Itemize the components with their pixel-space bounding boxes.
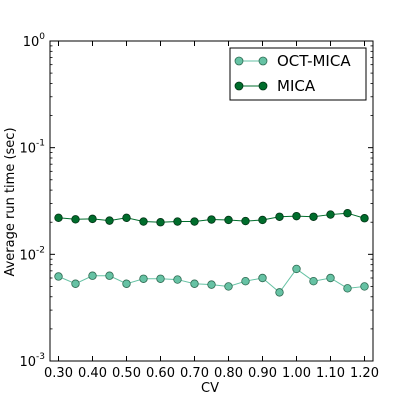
legend-marker-oct-mica — [258, 56, 268, 66]
data-point-oct-mica — [292, 264, 301, 274]
data-point-mica — [207, 215, 216, 224]
y-axis-title: Average run time (sec) — [3, 127, 18, 276]
data-point-mica — [360, 214, 369, 223]
data-point-oct-mica — [275, 288, 284, 297]
data-point-oct-mica — [241, 276, 250, 286]
x-tick-label: 0.50 — [112, 366, 141, 381]
y-tick-label: 10-2 — [19, 245, 45, 263]
data-point-oct-mica — [309, 276, 318, 286]
data-point-mica — [224, 215, 233, 225]
x-tick-label: 1.20 — [350, 366, 379, 381]
data-point-oct-mica — [122, 279, 131, 288]
data-point-mica — [292, 211, 301, 221]
data-point-oct-mica — [156, 274, 165, 283]
data-point-mica — [343, 209, 352, 218]
data-point-oct-mica — [71, 279, 80, 288]
data-point-oct-mica — [326, 273, 335, 283]
data-point-mica — [54, 213, 63, 223]
x-tick-label: 0.70 — [180, 366, 209, 381]
legend-marker-oct-mica — [234, 56, 244, 66]
data-point-oct-mica — [224, 282, 233, 291]
legend-label-mica: MICA — [277, 77, 316, 95]
plot-area: 10-3 10-2 10-1 100 0.30 0.40 0.50 0.60 0.70 0.80 0… — [19, 32, 379, 381]
data-point-mica — [258, 215, 267, 225]
x-tick-label: 1.10 — [316, 366, 345, 381]
y-tick-label: 10-1 — [19, 139, 45, 157]
data-point-mica — [156, 218, 165, 227]
data-point-oct-mica — [105, 271, 114, 280]
y-tick-label: 100 — [23, 32, 46, 50]
data-point-oct-mica — [190, 279, 199, 288]
data-point-oct-mica — [173, 275, 182, 284]
data-point-mica — [275, 212, 284, 221]
data-point-oct-mica — [343, 284, 352, 293]
legend-marker-mica — [258, 81, 268, 91]
data-point-mica — [173, 217, 182, 226]
data-point-mica — [326, 210, 335, 219]
x-tick-label: 0.80 — [214, 366, 243, 381]
x-tick-label: 1.00 — [282, 366, 311, 381]
data-point-oct-mica — [54, 272, 63, 281]
legend-label-oct-mica: OCT-MICA — [277, 52, 351, 70]
data-point-oct-mica — [258, 273, 267, 283]
data-point-mica — [88, 214, 97, 224]
data-point-oct-mica — [207, 280, 216, 289]
x-tick-label: 0.90 — [248, 366, 277, 381]
y-axis-title-group: Average run time (sec) — [3, 127, 18, 276]
x-tick-label: 0.30 — [44, 366, 73, 381]
legend: OCT-MICA MICA — [229, 47, 367, 101]
data-point-mica — [190, 217, 199, 226]
plot-frame — [49, 40, 374, 362]
data-point-mica — [105, 216, 114, 225]
data-point-oct-mica — [88, 271, 97, 280]
x-tick-label: 0.60 — [146, 366, 175, 381]
x-tick-label: 0.40 — [78, 366, 107, 381]
data-point-mica — [309, 212, 318, 221]
legend-marker-mica — [234, 81, 244, 91]
data-point-oct-mica — [360, 282, 369, 291]
data-point-mica — [139, 217, 148, 226]
legend-box — [229, 47, 367, 101]
data-point-oct-mica — [139, 274, 148, 283]
y-tick-label: 10-3 — [19, 352, 45, 370]
data-point-mica — [122, 213, 131, 223]
data-point-mica — [71, 215, 80, 224]
data-point-mica — [241, 216, 250, 226]
x-axis-title: CV — [201, 381, 219, 396]
